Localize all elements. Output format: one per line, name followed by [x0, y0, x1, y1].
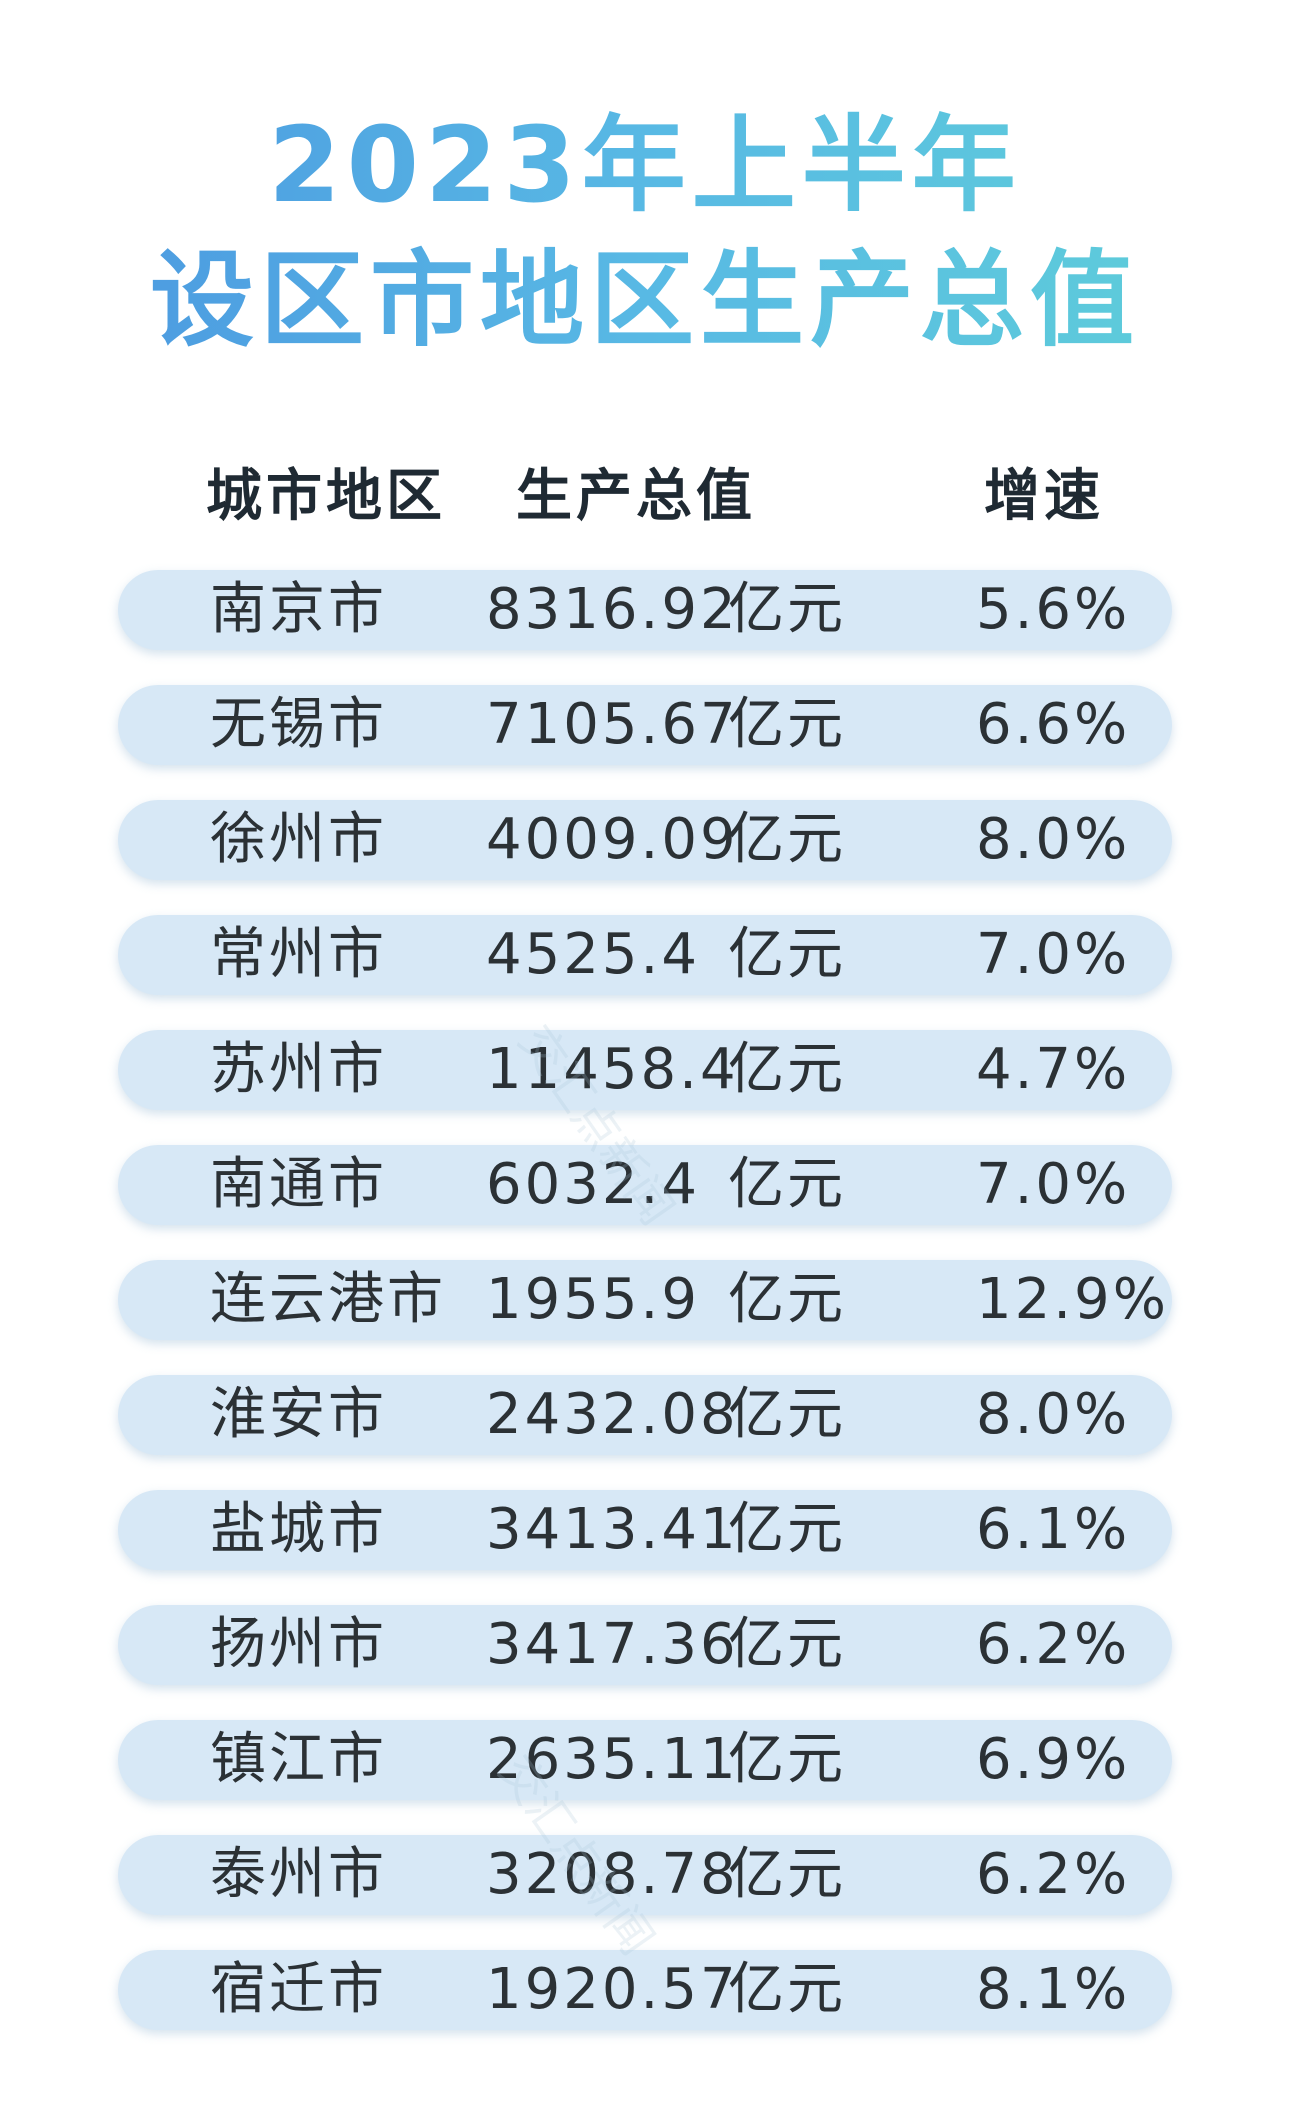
table-row: 苏州市 11458.4 亿元 4.7%	[118, 1030, 1172, 1110]
row-city: 苏州市	[210, 1037, 387, 1102]
table-row: 镇江市 2635.11 亿元 6.9%	[118, 1720, 1172, 1800]
row-growth: 4.7%	[976, 1037, 1131, 1102]
row-gdp-value: 4009.09	[486, 807, 739, 872]
row-gdp-unit: 亿元	[728, 1152, 846, 1217]
header-city: 城市地区	[206, 464, 446, 529]
row-gdp-value: 6032.4	[486, 1152, 700, 1217]
row-gdp-unit: 亿元	[728, 692, 846, 757]
row-growth: 5.6%	[976, 577, 1131, 642]
row-gdp-value: 11458.4	[486, 1037, 739, 1102]
page-title-line1: 2023年上半年	[0, 105, 1290, 225]
row-city: 镇江市	[210, 1727, 387, 1792]
header-gdp: 生产总值	[516, 464, 756, 529]
row-gdp-unit: 亿元	[728, 1382, 846, 1447]
table-row: 宿迁市 1920.57 亿元 8.1%	[118, 1950, 1172, 2030]
row-city: 南京市	[210, 577, 387, 642]
row-gdp-unit: 亿元	[728, 1037, 846, 1102]
row-growth: 6.6%	[976, 692, 1131, 757]
table-row: 泰州市 3208.78 亿元 6.2%	[118, 1835, 1172, 1915]
row-gdp-unit: 亿元	[728, 1267, 846, 1332]
row-gdp-value: 1955.9	[486, 1267, 700, 1332]
table-row: 扬州市 3417.36 亿元 6.2%	[118, 1605, 1172, 1685]
row-gdp-unit: 亿元	[728, 1842, 846, 1907]
row-city: 连云港市	[210, 1267, 446, 1332]
row-gdp-value: 4525.4	[486, 922, 700, 987]
row-growth: 6.1%	[976, 1497, 1131, 1562]
row-city: 淮安市	[210, 1382, 387, 1447]
row-gdp-value: 3208.78	[486, 1842, 739, 1907]
row-gdp-value: 1920.57	[486, 1957, 739, 2022]
page-title-line2: 设区市地区生产总值	[0, 240, 1290, 360]
row-city: 盐城市	[210, 1497, 387, 1562]
row-city: 常州市	[210, 922, 387, 987]
row-growth: 8.0%	[976, 1382, 1131, 1447]
table-row: 南京市 8316.92 亿元 5.6%	[118, 570, 1172, 650]
header-growth: 增速	[984, 464, 1104, 529]
row-growth: 7.0%	[976, 1152, 1131, 1217]
row-city: 泰州市	[210, 1842, 387, 1907]
row-gdp-unit: 亿元	[728, 922, 846, 987]
table-row: 常州市 4525.4 亿元 7.0%	[118, 915, 1172, 995]
row-gdp-value: 7105.67	[486, 692, 739, 757]
row-growth: 6.2%	[976, 1612, 1131, 1677]
row-growth: 8.1%	[976, 1957, 1131, 2022]
row-growth: 7.0%	[976, 922, 1131, 987]
row-city: 宿迁市	[210, 1957, 387, 2022]
row-gdp-unit: 亿元	[728, 807, 846, 872]
row-gdp-unit: 亿元	[728, 1612, 846, 1677]
row-gdp-unit: 亿元	[728, 1957, 846, 2022]
row-gdp-unit: 亿元	[728, 577, 846, 642]
row-city: 无锡市	[210, 692, 387, 757]
row-gdp-value: 2635.11	[486, 1727, 739, 1792]
row-city: 徐州市	[210, 807, 387, 872]
row-gdp-value: 3417.36	[486, 1612, 739, 1677]
row-gdp-unit: 亿元	[728, 1497, 846, 1562]
table-row: 连云港市 1955.9 亿元 12.9%	[118, 1260, 1172, 1340]
row-city: 南通市	[210, 1152, 387, 1217]
row-gdp-value: 2432.08	[486, 1382, 739, 1447]
row-growth: 6.2%	[976, 1842, 1131, 1907]
row-growth: 6.9%	[976, 1727, 1131, 1792]
row-growth: 8.0%	[976, 807, 1131, 872]
table-row: 淮安市 2432.08 亿元 8.0%	[118, 1375, 1172, 1455]
table-row: 徐州市 4009.09 亿元 8.0%	[118, 800, 1172, 880]
table-row: 南通市 6032.4 亿元 7.0%	[118, 1145, 1172, 1225]
row-city: 扬州市	[210, 1612, 387, 1677]
row-gdp-unit: 亿元	[728, 1727, 846, 1792]
row-gdp-value: 3413.41	[486, 1497, 739, 1562]
row-growth: 12.9%	[976, 1267, 1169, 1332]
table-header: 城市地区 生产总值 增速	[0, 462, 1290, 532]
table-row: 无锡市 7105.67 亿元 6.6%	[118, 685, 1172, 765]
table-row: 盐城市 3413.41 亿元 6.1%	[118, 1490, 1172, 1570]
row-gdp-value: 8316.92	[486, 577, 739, 642]
